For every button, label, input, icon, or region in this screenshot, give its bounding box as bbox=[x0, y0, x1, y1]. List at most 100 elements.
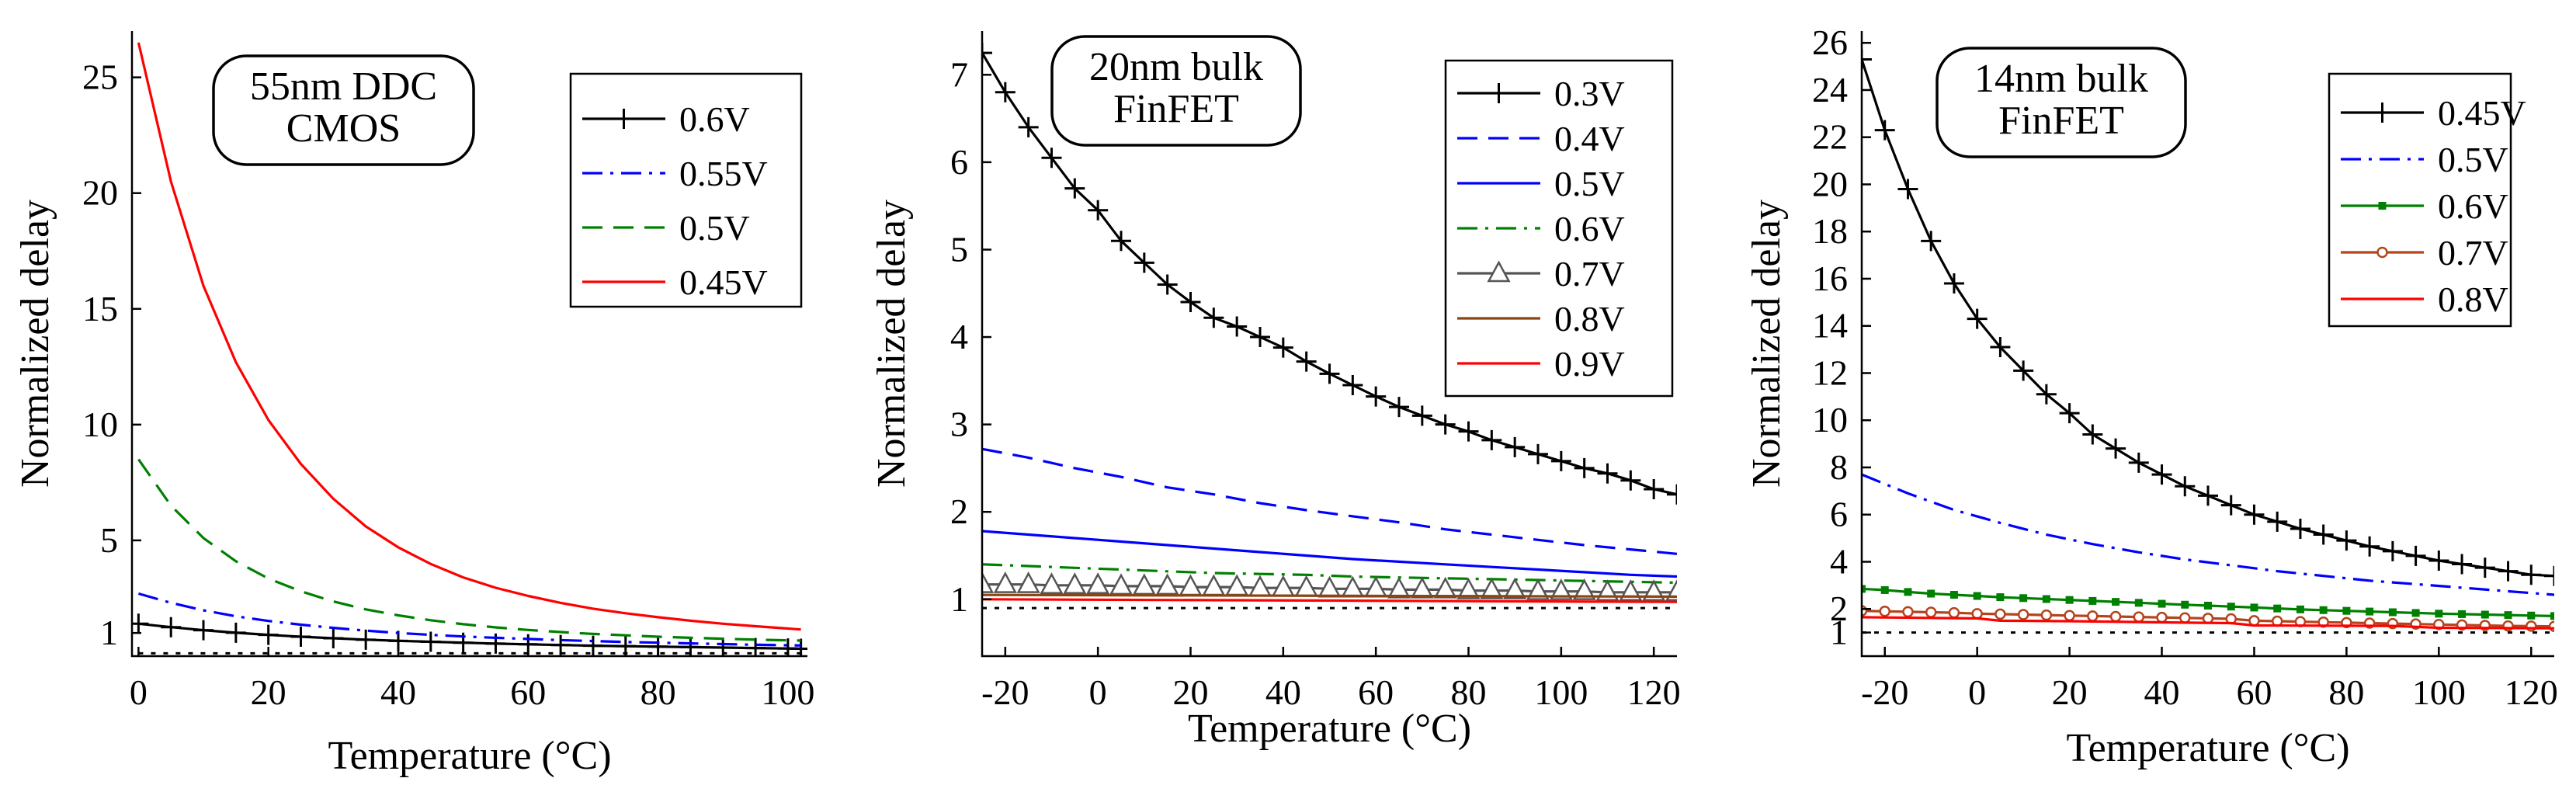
chart-panel-2: 1 2 3 4 5 6 7 -20 0 20 40 60 80 100 120 Temperature (°C… bbox=[870, 31, 1681, 751]
x-tick-label: 100 bbox=[1534, 672, 1588, 712]
marker-p1-s4-2 bbox=[1016, 571, 1040, 593]
series-line-0p9V-p2 bbox=[982, 598, 1677, 603]
marker-p0-s0-1 bbox=[161, 617, 182, 637]
marker-p2-s0-legend bbox=[2372, 102, 2393, 123]
y-tick-label: 22 bbox=[1812, 117, 1848, 157]
series-line-0p5V-p3 bbox=[1862, 473, 2554, 596]
y-tick-label: 3 bbox=[950, 405, 968, 444]
marker-p0-s0-14 bbox=[582, 635, 603, 656]
marker-p2-s2-2 bbox=[1904, 588, 1912, 596]
legend-label: 0.5V bbox=[679, 208, 750, 248]
x-tick-label: 20 bbox=[2052, 672, 2088, 712]
marker-p2-s3-5 bbox=[1971, 608, 1983, 620]
axes-frame-1 bbox=[130, 31, 807, 658]
marker-p2-s2-24 bbox=[2411, 609, 2420, 617]
marker-p2-s2-23 bbox=[2388, 608, 2397, 617]
legend-box bbox=[2328, 72, 2512, 328]
marker-p2-s2-25 bbox=[2435, 610, 2443, 618]
legend-label: 0.4V bbox=[1554, 119, 1625, 158]
marker-p2-s2-19 bbox=[2296, 605, 2304, 613]
y-tick-label: 10 bbox=[82, 405, 118, 444]
marker-p1-s0-24 bbox=[1528, 443, 1548, 464]
marker-p2-s2-10 bbox=[2088, 596, 2097, 605]
marker-p2-s0-1 bbox=[1874, 120, 1895, 141]
marker-p2-s3-12 bbox=[2133, 611, 2145, 623]
marker-p0-s0-18 bbox=[713, 637, 734, 656]
marker-p1-s4-13 bbox=[1271, 575, 1295, 597]
y-tick-label: 16 bbox=[1812, 259, 1848, 298]
marker-p2-s2-0 bbox=[1862, 585, 1866, 593]
marker-p2-s2-30 bbox=[2550, 612, 2554, 620]
x-axis-label: Temperature (°C) bbox=[1188, 707, 1471, 751]
marker-p2-s0-4 bbox=[1943, 273, 1964, 294]
annotation-text: FinFET bbox=[1998, 99, 2124, 143]
x-tick-label: 20 bbox=[1173, 672, 1209, 712]
marker-p2-s0-18 bbox=[2267, 511, 2288, 532]
legend-label: 0.8V bbox=[1554, 299, 1625, 339]
marker-p2-s2-7 bbox=[2019, 594, 2028, 603]
y-tick-label: 14 bbox=[1812, 306, 1848, 346]
y-tick-label: 4 bbox=[950, 317, 968, 356]
marker-p2-s2-27 bbox=[2481, 610, 2489, 619]
marker-p2-s0-24 bbox=[2405, 545, 2426, 566]
legend-label: 0.9V bbox=[1554, 344, 1625, 384]
series-group-2 bbox=[982, 43, 1677, 610]
series-line-0p8V-p3 bbox=[1862, 616, 2554, 630]
x-tick-label: 80 bbox=[2328, 672, 2364, 712]
marker-p1-s4-21 bbox=[1456, 577, 1481, 599]
y-tick-label: 6 bbox=[1830, 495, 1848, 534]
legend-label: 0.5V bbox=[2438, 140, 2508, 179]
marker-p1-s0-6 bbox=[1111, 231, 1131, 252]
marker-p1-s4-12 bbox=[1248, 575, 1272, 597]
marker-p1-s4-19 bbox=[1410, 576, 1434, 599]
legend-box bbox=[1444, 59, 1674, 398]
series-line-0p45V-p1 bbox=[137, 42, 801, 631]
legend-label: 0.6V bbox=[679, 99, 750, 139]
marker-p1-s0-16 bbox=[1342, 374, 1363, 395]
marker-p1-s0-legend bbox=[1488, 83, 1509, 103]
marker-p1-s0-1 bbox=[995, 82, 1015, 102]
marker-p1-s0-13 bbox=[1272, 337, 1293, 358]
marker-p1-s0-21 bbox=[1458, 421, 1479, 442]
marker-p1-s0-5 bbox=[1088, 200, 1109, 221]
marker-p2-s0-19 bbox=[2290, 518, 2310, 539]
marker-p1-s0-15 bbox=[1319, 363, 1340, 384]
marker-p2-s2-21 bbox=[2342, 606, 2351, 615]
y-tick-label: 1 bbox=[100, 613, 118, 652]
marker-p1-s0-19 bbox=[1411, 405, 1432, 426]
marker-p2-s3-10 bbox=[2087, 610, 2099, 622]
x-tick-label: 40 bbox=[2144, 672, 2180, 712]
y-tick-label: 20 bbox=[1812, 164, 1848, 203]
marker-p2-s2-12 bbox=[2134, 599, 2143, 607]
annotation-box bbox=[212, 54, 475, 166]
x-tick-label: 0 bbox=[1089, 672, 1107, 712]
marker-p1-s0-2 bbox=[1018, 116, 1039, 137]
marker-p2-s2-17 bbox=[2250, 603, 2258, 612]
y-tick-label: 8 bbox=[1830, 447, 1848, 487]
series-group-1 bbox=[132, 42, 807, 656]
series-line-0p5V-p1 bbox=[137, 458, 801, 642]
marker-p2-s2-28 bbox=[2504, 611, 2512, 620]
marker-p1-s4-7 bbox=[1132, 573, 1156, 596]
x-tick-label: 40 bbox=[380, 672, 416, 712]
x-tick-label: 80 bbox=[1451, 672, 1487, 712]
marker-p1-s0-11 bbox=[1227, 316, 1248, 337]
marker-p1-s4-23 bbox=[1503, 577, 1527, 599]
y-axis-label: Normalized delay bbox=[13, 200, 57, 488]
y-tick-label: 2 bbox=[1830, 589, 1848, 628]
y-axis-label: Normalized delay bbox=[1745, 200, 1789, 488]
marker-p2-s0-5 bbox=[1967, 308, 1988, 329]
marker-p1-s0-12 bbox=[1250, 327, 1270, 348]
marker-p2-s2-15 bbox=[2204, 601, 2212, 610]
marker-p2-s3-3 bbox=[1925, 606, 1937, 618]
marker-p2-s2-4 bbox=[1949, 591, 1958, 599]
marker-p2-s0-9 bbox=[2059, 403, 2080, 424]
marker-p0-s0-4 bbox=[258, 624, 279, 645]
marker-p1-s4-16 bbox=[1341, 575, 1365, 598]
marker-p2-s0-29 bbox=[2521, 564, 2542, 585]
x-tick-label: 80 bbox=[641, 672, 676, 712]
legend-label: 0.6V bbox=[1554, 209, 1625, 248]
marker-p2-s3-8 bbox=[2040, 609, 2053, 621]
marker-p1-s4-20 bbox=[1433, 576, 1457, 599]
